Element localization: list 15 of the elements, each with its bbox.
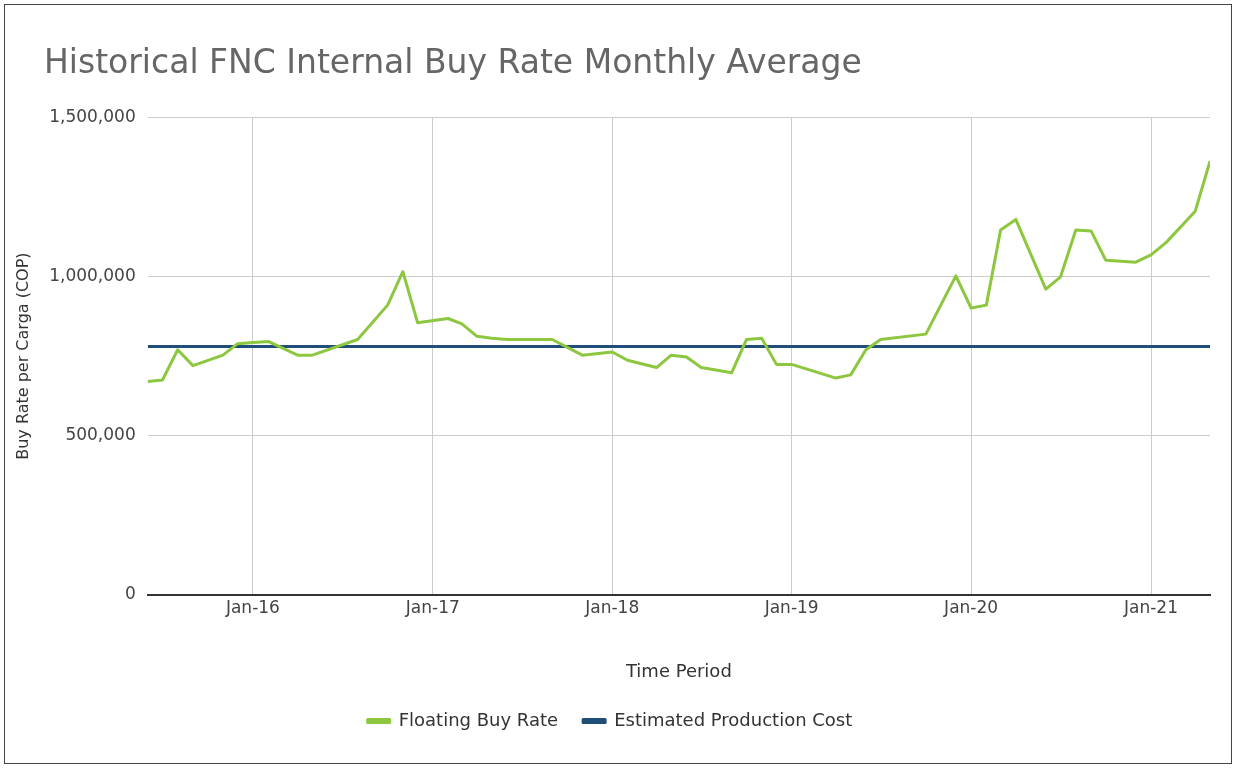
x-tick-label: Jan-17 (404, 596, 460, 617)
chart-title: Historical FNC Internal Buy Rate Monthly Average (44, 42, 862, 81)
y-tick-label: 1,000,000 (49, 264, 136, 285)
x-tick-label: Jan-21 (1123, 596, 1178, 617)
y-axis-title: Buy Rate per Carga (COP) (12, 252, 32, 460)
y-tick-label: 1,500,000 (49, 105, 136, 126)
x-tick-label: Jan-19 (763, 596, 819, 617)
legend-label: Floating Buy Rate (398, 708, 559, 730)
y-tick-label: 500,000 (65, 424, 136, 445)
y-tick-label: 0 (124, 583, 136, 604)
x-tick-label: Jan-18 (584, 596, 640, 617)
x-tick-label: Jan-16 (224, 596, 280, 617)
x-tick-label: Jan-20 (943, 596, 999, 617)
legend-label: Estimated Production Cost (614, 708, 853, 730)
x-axis-title: Time Period (624, 659, 732, 681)
